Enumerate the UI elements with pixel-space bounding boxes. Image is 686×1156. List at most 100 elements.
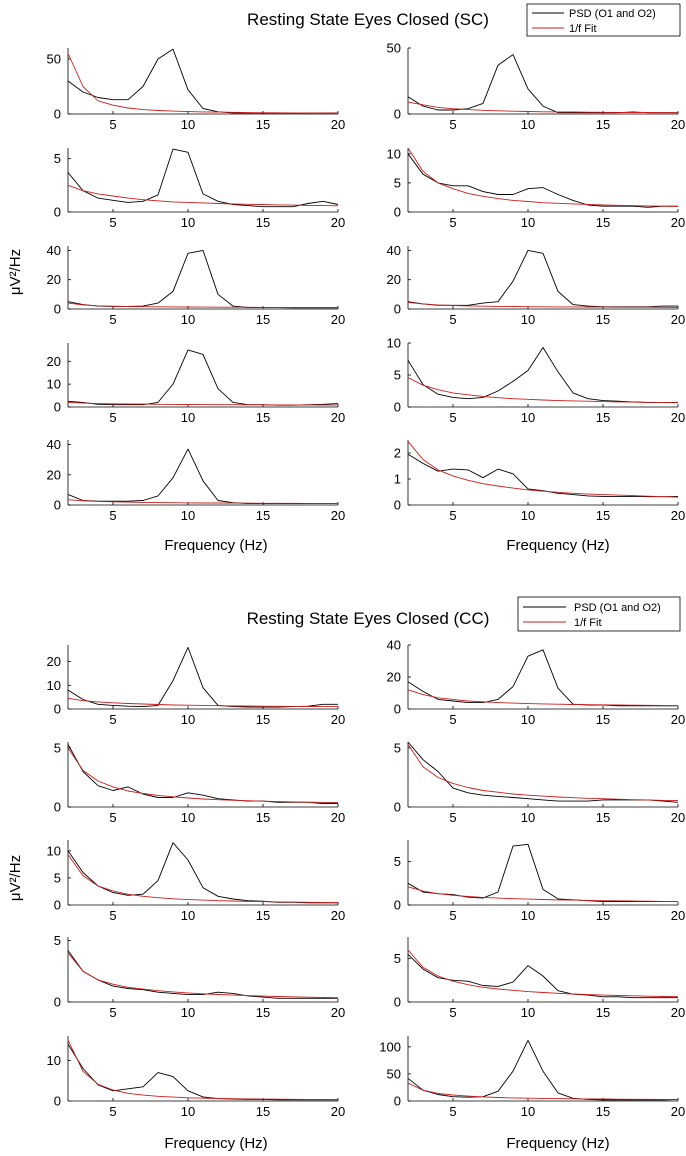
sc-panel-5-x-tick-label-10: 10	[181, 312, 195, 327]
sc-panel-6: 5 10 15 20 0 20 40	[387, 243, 686, 327]
cc-panel-10-y-tick-label-100: 100	[379, 1039, 401, 1054]
sc-panel-2: 5 10 15 20 0 50	[387, 41, 686, 133]
cc-panel-3-fit-line	[67, 747, 339, 804]
y-axis-label-sc: μV²/Hz	[7, 249, 24, 295]
cc-panel-7-y-tick-label-5: 5	[54, 933, 61, 948]
cc-panel-10-y-tick-label-50: 50	[387, 1066, 401, 1081]
sc-panel-4-x-tick-label-10: 10	[521, 215, 535, 230]
cc-panel-8-x-tick-label-5: 5	[449, 1005, 456, 1020]
cc-panel-4-x-tick-label-20: 20	[671, 810, 685, 825]
cc-panel-4-y-tick-label-0: 0	[394, 800, 401, 815]
sc-panel-2-x-tick-label-10: 10	[521, 117, 535, 132]
sc-panel-1-y-tick-label-0: 0	[54, 107, 61, 122]
sc-panel-10-y-tick-label-1: 1	[394, 472, 401, 487]
sc-panel-7: 5 10 15 20 0 10 20	[47, 343, 345, 425]
sc-panel-10-x-tick-label-20: 20	[671, 508, 685, 523]
cc-panel-9: 5 10 15 20 0 10	[47, 1036, 345, 1119]
cc-panel-6-x-tick-label-5: 5	[449, 908, 456, 923]
sc-panel-3: 5 10 15 20 0 5	[54, 148, 345, 230]
legend-psd-label-cc: PSD (O1 and O2)	[574, 602, 661, 614]
sc-panel-3-x-tick-label-10: 10	[181, 215, 195, 230]
sc-panel-3-fit-line	[67, 184, 339, 207]
sc-panel-9-y-tick-label-40: 40	[47, 437, 61, 452]
sc-panel-4-x-tick-label-5: 5	[449, 215, 456, 230]
sc-panel-9-x-tick-label-20: 20	[331, 508, 345, 523]
cc-panel-7-psd-line	[67, 950, 338, 999]
sc-panel-6-y-tick-label-40: 40	[387, 243, 401, 258]
cc-panel-9-x-tick-label-20: 20	[331, 1104, 345, 1119]
legend-fit-label-sc: 1/f Fit	[569, 23, 597, 35]
cc-panel-1-y-tick-label-20: 20	[47, 654, 61, 669]
cc-panel-9-y-tick-label-0: 0	[54, 1094, 61, 1109]
cc-panel-3-x-tick-label-5: 5	[109, 810, 116, 825]
cc-panel-4-x-tick-label-5: 5	[449, 810, 456, 825]
cc-panel-5-x-tick-label-20: 20	[331, 908, 345, 923]
cc-panel-10-psd-line	[407, 1039, 679, 1101]
cc-panel-3-x-tick-label-20: 20	[331, 810, 345, 825]
cc-panel-3-y-tick-label-0: 0	[54, 800, 61, 815]
sc-panel-8-x-tick-label-10: 10	[521, 410, 535, 425]
x-axis-label-sc-right: Frequency (Hz)	[506, 537, 609, 554]
cc-panel-10-x-tick-label-10: 10	[521, 1104, 535, 1119]
sc-panel-1: 5 10 15 20 0 50	[47, 48, 345, 132]
sc-panel-9-x-tick-label-10: 10	[181, 508, 195, 523]
cc-panel-1-y-tick-label-10: 10	[47, 678, 61, 693]
sc-panel-9-y-tick-label-0: 0	[54, 498, 61, 513]
sc-panel-5-x-tick-label-5: 5	[109, 312, 116, 327]
sc-panel-10: 5 10 15 20 0 1 2	[394, 440, 685, 523]
sc-panel-5-fit-line	[67, 302, 338, 308]
legend-cc: PSD (O1 and O2) 1/f Fit	[517, 596, 681, 632]
sc-panel-2-x-tick-label-5: 5	[449, 117, 456, 132]
sc-panel-5-y-tick-label-0: 0	[54, 302, 61, 317]
sc-panel-8: 5 10 15 20 0 5 10	[387, 336, 686, 426]
cc-panel-7-fit-line	[67, 952, 339, 999]
cc-panel-1-x-tick-label-20: 20	[331, 712, 345, 727]
cc-panel-2: 5 10 15 20 0 20 40	[387, 638, 686, 728]
cc-panel-4-x-tick-label-15: 15	[596, 810, 610, 825]
cc-panel-5-fit-line	[67, 854, 339, 904]
cc-panel-5-y-tick-label-5: 5	[54, 870, 61, 885]
cc-panel-1: 5 10 15 20 0 10 20	[47, 645, 345, 727]
cc-panel-8: 5 10 15 20 0 5	[394, 937, 685, 1020]
cc-panel-10-x-tick-label-15: 15	[596, 1104, 610, 1119]
sc-panel-4-x-tick-label-20: 20	[671, 215, 685, 230]
cc-panel-4-fit-line	[407, 744, 679, 802]
cc-panel-1-y-tick-label-0: 0	[54, 702, 61, 717]
sc-panel-5-y-tick-label-40: 40	[47, 243, 61, 258]
cc-panel-10: 5 10 15 20 0 50 100	[379, 1036, 685, 1119]
sc-panel-7-x-tick-label-10: 10	[181, 410, 195, 425]
cc-panel-5: 5 10 15 20 0 5 10	[47, 840, 345, 923]
cc-panel-2-fit-line	[407, 689, 679, 707]
cc-panel-6-y-tick-label-0: 0	[394, 898, 401, 913]
x-axis-label-cc-left: Frequency (Hz)	[164, 1135, 267, 1152]
sc-panel-7-fit-line	[67, 401, 338, 406]
sc-panel-10-y-tick-label-2: 2	[394, 446, 401, 461]
cc-panel-2-y-tick-label-20: 20	[387, 670, 401, 685]
sc-panel-6-y-tick-label-20: 20	[387, 272, 401, 287]
sc-panel-4-fit-line	[407, 147, 679, 207]
sc-panel-7-y-tick-label-20: 20	[47, 354, 61, 369]
cc-panel-2-x-tick-label-5: 5	[449, 712, 456, 727]
sc-panel-7-y-tick-label-10: 10	[47, 377, 61, 392]
sc-panel-5-x-tick-label-20: 20	[331, 312, 345, 327]
cc-panel-8-x-tick-label-15: 15	[596, 1005, 610, 1020]
sc-panel-2-y-tick-label-0: 0	[394, 107, 401, 122]
cc-panel-9-psd-line	[67, 1043, 338, 1101]
sc-panel-6-x-tick-label-15: 15	[596, 312, 610, 327]
cc-panel-6-psd-line	[407, 843, 678, 902]
sc-panel-8-x-tick-label-5: 5	[449, 410, 456, 425]
cc-panel-9-x-tick-label-15: 15	[256, 1104, 270, 1119]
sc-panel-5-x-tick-label-15: 15	[256, 312, 270, 327]
sc-panel-10-psd-line	[407, 453, 679, 498]
cc-panel-3-y-tick-label-5: 5	[54, 740, 61, 755]
cc-panel-5-x-tick-label-5: 5	[109, 908, 116, 923]
sc-panel-6-x-tick-label-20: 20	[671, 312, 685, 327]
sc-panel-6-fit-line	[407, 301, 679, 308]
cc-panel-5-y-tick-label-0: 0	[54, 898, 61, 913]
sc-panel-9-y-tick-label-20: 20	[47, 467, 61, 482]
sc-panel-7-x-tick-label-15: 15	[256, 410, 270, 425]
sc-panel-9-fit-line	[67, 499, 338, 504]
sc-panel-3-y-tick-label-5: 5	[54, 151, 61, 166]
cc-panel-4-x-tick-label-10: 10	[521, 810, 535, 825]
